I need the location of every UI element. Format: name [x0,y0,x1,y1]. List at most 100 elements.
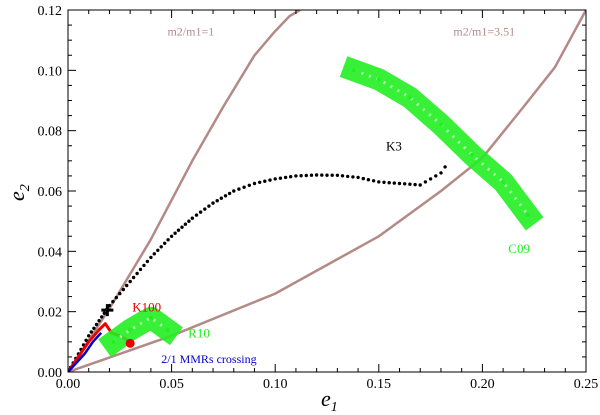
series-band-texture-r10 [112,315,169,344]
data-point-k3-66 [314,173,319,177]
data-point-k3-18 [114,295,119,300]
data-point-k3-40 [190,216,194,220]
data-point-k3-27 [145,259,150,264]
data-point-k3-20 [121,287,126,292]
data-point-k3-39 [187,219,191,223]
data-point-k3-28 [149,255,153,260]
data-point-k3-29 [152,252,156,256]
data-point-k3-60 [283,175,288,180]
data-point-k3-25 [138,267,143,272]
data-point-k3-31 [159,245,163,249]
data-point-k3-53 [247,183,251,187]
data-point-k3-47 [219,196,223,200]
data-point-k3-80 [387,181,391,185]
data-point-k3-23 [131,275,136,280]
y-tick-label-6: 0.12 [38,4,63,19]
data-point-k3-13 [100,315,104,319]
x-tick-label-2: 0.10 [263,377,288,392]
data-point-k3-26 [142,263,146,268]
data-point-k3-65 [309,173,314,177]
data-point-k3-9 [89,330,94,334]
plot-area [68,10,586,372]
data-point-k3-83 [403,182,407,186]
annotation-k100: K100 [132,300,161,315]
data-point-k3-69 [330,173,334,177]
data-point-k3-34 [169,234,174,238]
data-point-k3-45 [211,201,215,205]
series-band-c09 [339,56,544,231]
data-point-k3-21 [125,283,129,288]
data-point-k3-8 [87,334,91,338]
data-point-c09-1 [376,77,381,82]
data-point-c09-2 [407,95,412,100]
data-point-k3-24 [135,271,139,276]
data-point-k3-76 [366,178,371,182]
annotation-r10: R10 [188,325,210,340]
y-tick-label-1: 0.02 [38,306,63,321]
data-point-k3-50 [232,189,236,193]
data-point-k3-77 [371,179,376,183]
data-point-k3-79 [382,180,386,184]
series-line-m2-m1-1-curve [68,10,301,372]
y-axis-label: e2 [4,184,33,201]
data-point-k3-84 [408,182,412,186]
data-point-k3-59 [278,176,283,180]
data-point-k3-52 [242,185,246,189]
data-point-k3-51 [237,187,241,191]
data-point-k3-67 [320,173,324,177]
data-point-k3-62 [294,174,298,178]
data-point-k3-41 [194,213,199,217]
annotation-k3: K3 [386,138,402,153]
data-point-k3-32 [163,241,167,245]
data-point-k3-64 [304,173,308,178]
y-tick-label-2: 0.04 [38,245,63,260]
annotation-m2-m1-3-51: m2/m1=3.51 [453,25,515,39]
data-point-k3-46 [215,199,219,203]
data-point-k3-48 [223,194,228,198]
y-axis-label-sub: 2 [18,184,33,191]
data-point-k3-82 [397,181,402,186]
annotation-c09: C09 [508,241,530,256]
data-point-k3-70 [335,173,340,177]
marker-k3-start [101,304,114,317]
data-point-k3-86 [418,183,422,187]
data-point-k3-74 [356,175,360,180]
data-point-k3-22 [128,279,132,284]
data-point-k3-43 [203,207,207,211]
data-point-k3-73 [351,175,355,179]
x-tick-label-1: 0.05 [159,377,184,392]
data-point-k3-71 [340,174,345,178]
data-point-k3-10 [92,326,96,330]
data-point-k3-72 [346,174,350,179]
data-point-k3-38 [183,222,188,226]
series-line-m2-m1-3-51-curve [68,10,586,372]
annotation-2-1-mmrs-crossing: 2/1 MMRs crossing [161,352,256,366]
data-point-k3-75 [361,176,365,181]
data-point-k3-44 [207,204,211,208]
data-point-k3-91 [443,165,447,169]
data-point-r10-1 [128,327,133,332]
x-axis-label: e1 [321,386,338,415]
data-point-k3-11 [94,322,99,327]
data-point-k3-87 [423,180,428,184]
x-tick-label-0: 0.00 [56,377,81,392]
data-point-k3-33 [166,238,170,242]
data-point-r10-2 [148,315,153,320]
series-band-r10 [98,306,183,358]
marker-k100-end [125,338,135,348]
data-point-k3-37 [180,225,184,229]
data-point-k3-35 [173,231,177,235]
data-point-k3-49 [227,191,232,196]
data-point-k3-12 [97,319,101,323]
data-point-k3-63 [299,174,303,178]
data-point-k3-61 [289,175,293,179]
data-point-k3-7 [84,338,88,342]
x-tick-label-4: 0.20 [470,377,495,392]
data-point-k3-14 [102,311,107,315]
data-point-k3-58 [273,177,277,181]
data-point-k3-78 [377,180,381,184]
x-tick-label-5: 0.25 [574,377,599,392]
series-line-2-1-mmrs-crossing [68,331,103,372]
data-point-k3-68 [325,173,329,177]
